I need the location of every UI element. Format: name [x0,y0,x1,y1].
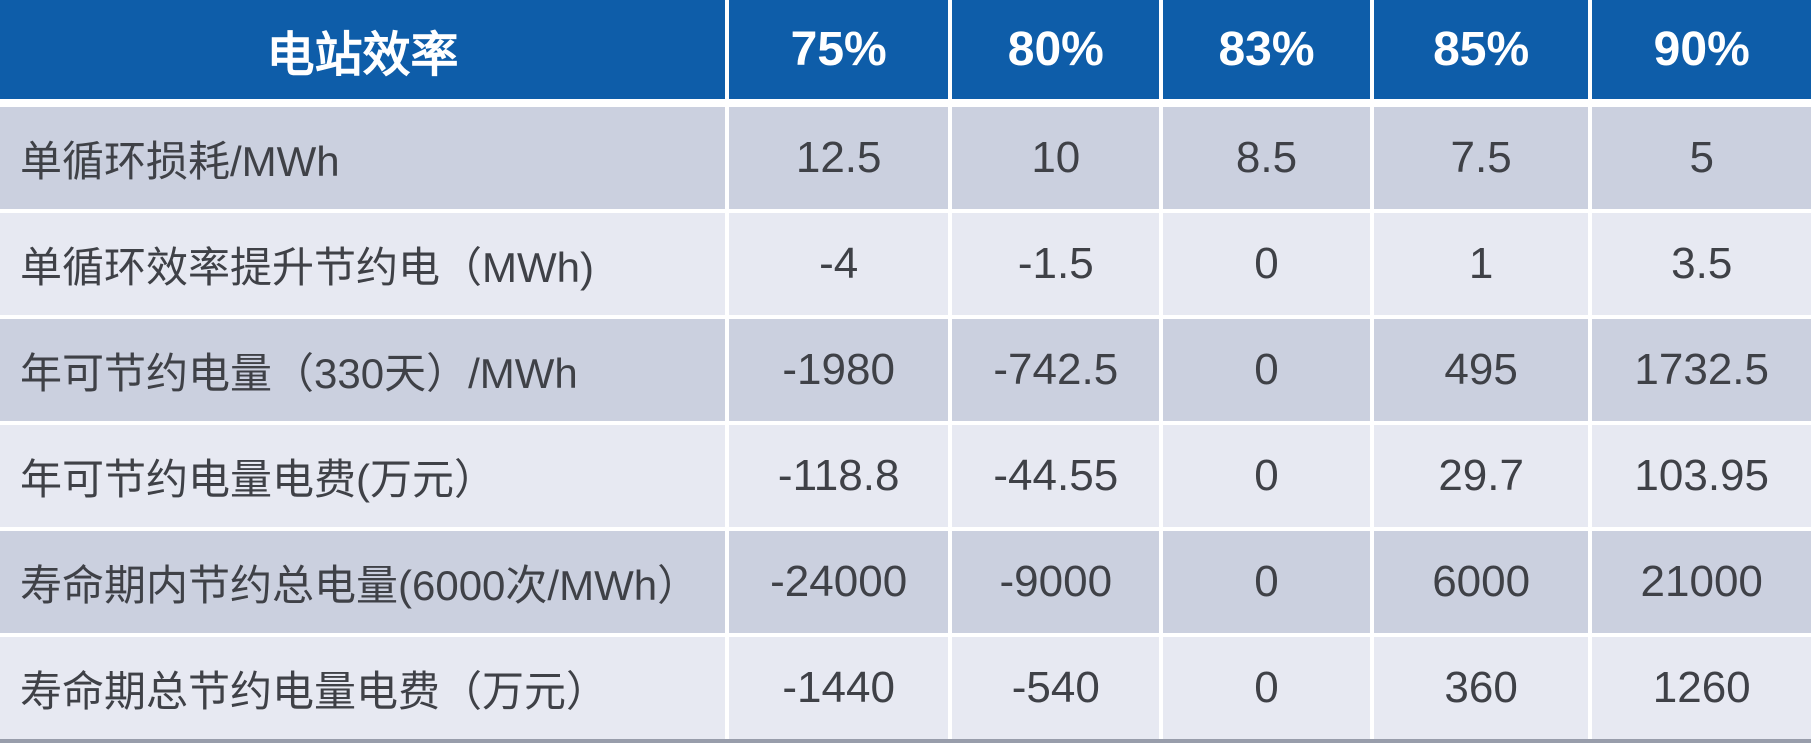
value-cell: -118.8 [728,425,949,527]
table-row: 寿命期内节约总电量(6000次/MWh） -24000 -9000 0 6000 210… [0,531,1811,633]
row-label: 年可节约电量（330天）/MWh [0,319,725,421]
value-cell: 495 [1373,319,1589,421]
table-row: 单循环效率提升节约电（MWh) -4 -1.5 0 1 3.5 [0,213,1811,315]
header-column-cell: 85% [1373,0,1589,99]
value-cell: 0 [1163,637,1370,739]
value-cell: -4 [728,213,949,315]
value-cell: 12.5 [728,107,949,209]
table-row: 年可节约电量（330天）/MWh -1980 -742.5 0 495 1732.5 [0,319,1811,421]
value-cell: -742.5 [952,319,1160,421]
value-cell: 0 [1163,319,1370,421]
table-row: 年可节约电量电费(万元） -118.8 -44.55 0 29.7 103.95 [0,425,1811,527]
row-label: 年可节约电量电费(万元） [0,425,725,527]
value-cell: -1980 [728,319,949,421]
value-cell: 360 [1373,637,1589,739]
value-cell: 0 [1163,213,1370,315]
value-cell: 1260 [1592,637,1811,739]
value-cell: 103.95 [1592,425,1811,527]
value-cell: 0 [1163,425,1370,527]
header-label-cell: 电站效率 [0,0,725,99]
value-cell: -1.5 [952,213,1160,315]
value-cell: -44.55 [952,425,1160,527]
value-cell: -24000 [728,531,949,633]
header-column-cell: 80% [952,0,1160,99]
value-cell: 6000 [1373,531,1589,633]
table-row: 寿命期总节约电量电费（万元） -1440 -540 0 360 1260 [0,637,1811,739]
row-label: 寿命期内节约总电量(6000次/MWh） [0,531,725,633]
value-cell: -9000 [952,531,1160,633]
header-column-cell: 75% [728,0,949,99]
value-cell: -1440 [728,637,949,739]
value-cell: 5 [1592,107,1811,209]
value-cell: 29.7 [1373,425,1589,527]
row-label: 单循环损耗/MWh [0,107,725,209]
value-cell: 7.5 [1373,107,1589,209]
header-column-cell: 83% [1163,0,1370,99]
header-column-cell: 90% [1592,0,1811,99]
value-cell: 21000 [1592,531,1811,633]
value-cell: 1732.5 [1592,319,1811,421]
value-cell: 1 [1373,213,1589,315]
table-row: 单循环损耗/MWh 12.5 10 8.5 7.5 5 [0,107,1811,209]
value-cell: -540 [952,637,1160,739]
value-cell: 3.5 [1592,213,1811,315]
table-header-row: 电站效率 75% 80% 83% 85% 90% [0,0,1811,99]
value-cell: 0 [1163,531,1370,633]
row-label: 单循环效率提升节约电（MWh) [0,213,725,315]
value-cell: 8.5 [1163,107,1370,209]
row-label: 寿命期总节约电量电费（万元） [0,637,725,739]
value-cell: 10 [952,107,1160,209]
